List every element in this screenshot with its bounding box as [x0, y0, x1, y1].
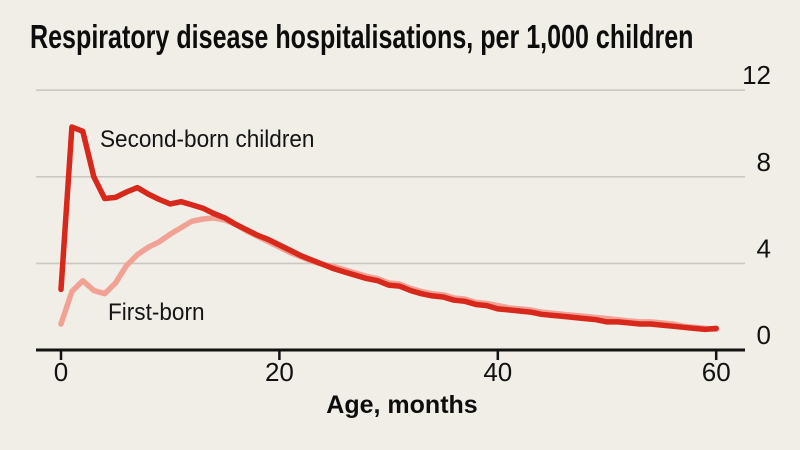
- series-line-second-born: [58, 124, 719, 333]
- y-tick-label: 12: [742, 60, 771, 90]
- x-axis-title: Age, months: [326, 391, 478, 419]
- x-tick-label: 40: [483, 357, 512, 387]
- series-label-second-born: Second-born children: [100, 126, 315, 153]
- series-label-first-born: First-born: [108, 299, 205, 326]
- y-tick-label: 4: [757, 233, 771, 263]
- chart-title: Respiratory disease hospitalisations, pe…: [30, 18, 694, 55]
- y-tick-label: 0: [757, 320, 771, 350]
- x-tick-label: 0: [54, 357, 68, 387]
- y-tick-label: 8: [757, 147, 771, 177]
- x-tick-label: 20: [265, 357, 294, 387]
- x-tick-label: 60: [702, 357, 731, 387]
